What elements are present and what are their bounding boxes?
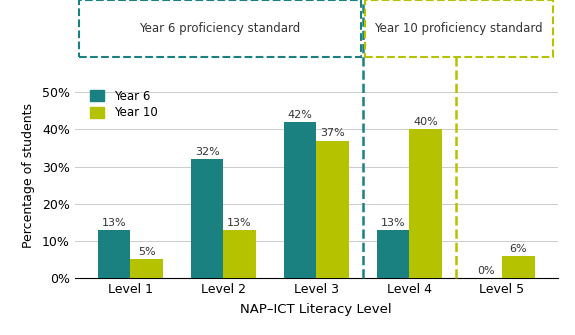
Text: 13%: 13% [227, 217, 252, 227]
Bar [316, 141, 349, 278]
Bar [502, 256, 535, 278]
Bar [98, 230, 131, 278]
Bar [283, 122, 316, 278]
Bar [223, 230, 256, 278]
Text: 32%: 32% [195, 147, 220, 157]
Bar [377, 230, 409, 278]
Bar [191, 159, 223, 278]
Y-axis label: Percentage of students: Percentage of students [22, 104, 35, 248]
Legend: Year 6, Year 10: Year 6, Year 10 [90, 90, 158, 119]
X-axis label: NAP–ICT Literacy Level: NAP–ICT Literacy Level [240, 303, 392, 316]
Bar [131, 260, 163, 278]
Text: 5%: 5% [138, 247, 156, 257]
Text: 40%: 40% [413, 117, 438, 127]
Text: 42%: 42% [288, 110, 312, 120]
Text: Year 10 proficiency standard: Year 10 proficiency standard [374, 22, 543, 35]
Text: 37%: 37% [320, 128, 345, 138]
Text: 13%: 13% [102, 217, 126, 227]
Text: Year 6 proficiency standard: Year 6 proficiency standard [140, 22, 301, 35]
Text: 0%: 0% [477, 266, 494, 276]
Text: 6%: 6% [509, 244, 527, 254]
Text: 13%: 13% [381, 217, 405, 227]
Bar [409, 129, 442, 278]
